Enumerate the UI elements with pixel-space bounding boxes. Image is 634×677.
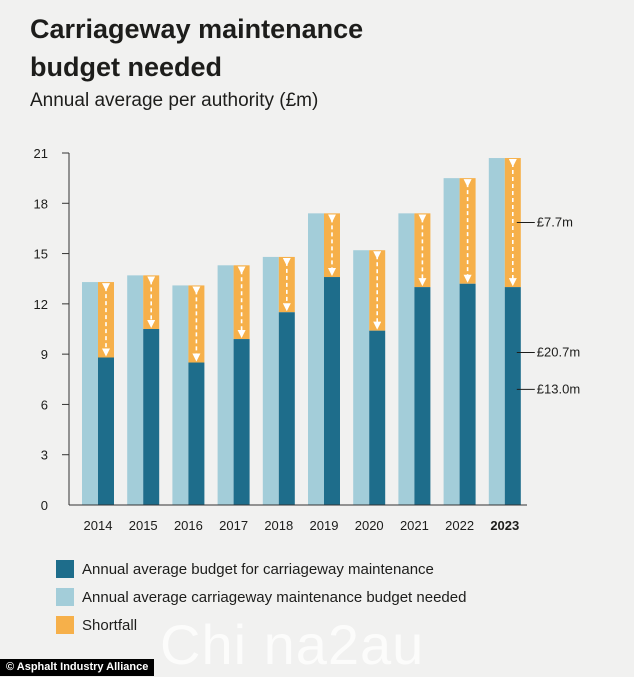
x-tick-label: 2021 <box>400 518 429 533</box>
x-tick-label: 2017 <box>219 518 248 533</box>
bar-needed <box>127 275 144 505</box>
y-tick-label: 15 <box>34 247 48 262</box>
y-tick-label: 3 <box>41 448 48 463</box>
y-tick-label: 6 <box>41 397 48 412</box>
bar-needed <box>488 158 505 505</box>
annotation-label: £7.7m <box>537 215 573 230</box>
chart-subtitle: Annual average per authority (£m) <box>30 90 319 111</box>
bar-budget <box>233 339 250 505</box>
bar-budget <box>278 312 295 505</box>
bar-budget <box>414 287 431 505</box>
x-tick-label: 2022 <box>445 518 474 533</box>
legend-label-budget: Annual average budget for carriageway ma… <box>82 560 434 578</box>
legend-swatch-budget <box>56 560 74 578</box>
chart-title: Carriageway maintenance budget needed <box>30 14 364 82</box>
bar-needed <box>82 282 98 505</box>
bar-chart: 0 3 6 9 12 15 18 21 2014 2015 2016 2017 2018 2019 2020… <box>34 146 581 533</box>
bar-budget <box>143 329 160 505</box>
legend-label-shortfall: Shortfall <box>82 616 138 634</box>
bar-needed <box>172 285 189 505</box>
watermark: Chi na2au <box>160 613 425 676</box>
bar-needed <box>443 178 460 505</box>
bar-needed <box>262 256 279 505</box>
bar-needed <box>308 213 324 506</box>
legend: Annual average budget for carriageway ma… <box>56 555 466 639</box>
x-tick-label: 2014 <box>84 518 113 533</box>
legend-item-shortfall: Shortfall <box>56 611 466 639</box>
y-tick-label: 12 <box>34 297 48 312</box>
copyright-footer: © Asphalt Industry Alliance <box>0 659 155 676</box>
bar-budget <box>369 330 386 505</box>
x-tick-label: 2020 <box>355 518 384 533</box>
y-tick-label: 21 <box>34 146 48 161</box>
bar-needed <box>217 265 234 505</box>
x-tick-label: 2015 <box>129 518 158 533</box>
x-tick-label: 2016 <box>174 518 203 533</box>
legend-item-needed: Annual average carriageway maintenance b… <box>56 583 466 611</box>
annotation-label: £20.7m <box>537 344 580 359</box>
y-tick-label: 0 <box>41 498 48 513</box>
x-tick-label: 2019 <box>310 518 339 533</box>
x-tick-label: 2018 <box>264 518 293 533</box>
bar-shortfall <box>188 285 205 363</box>
legend-swatch-needed <box>56 588 74 606</box>
bar-budget <box>504 287 521 505</box>
bar-budget <box>459 283 476 505</box>
y-tick-label: 9 <box>41 347 48 362</box>
bar-needed <box>398 213 415 506</box>
y-tick-label: 18 <box>34 196 48 211</box>
bar-budget <box>324 277 340 505</box>
x-tick-label: 2023 <box>490 518 519 533</box>
legend-swatch-shortfall <box>56 616 74 634</box>
bar-budget <box>98 357 114 505</box>
bar-needed <box>353 250 370 505</box>
bar-budget <box>188 362 205 505</box>
legend-label-needed: Annual average carriageway maintenance b… <box>82 588 467 606</box>
annotation-label: £13.0m <box>537 381 580 396</box>
legend-item-budget: Annual average budget for carriageway ma… <box>56 555 466 583</box>
